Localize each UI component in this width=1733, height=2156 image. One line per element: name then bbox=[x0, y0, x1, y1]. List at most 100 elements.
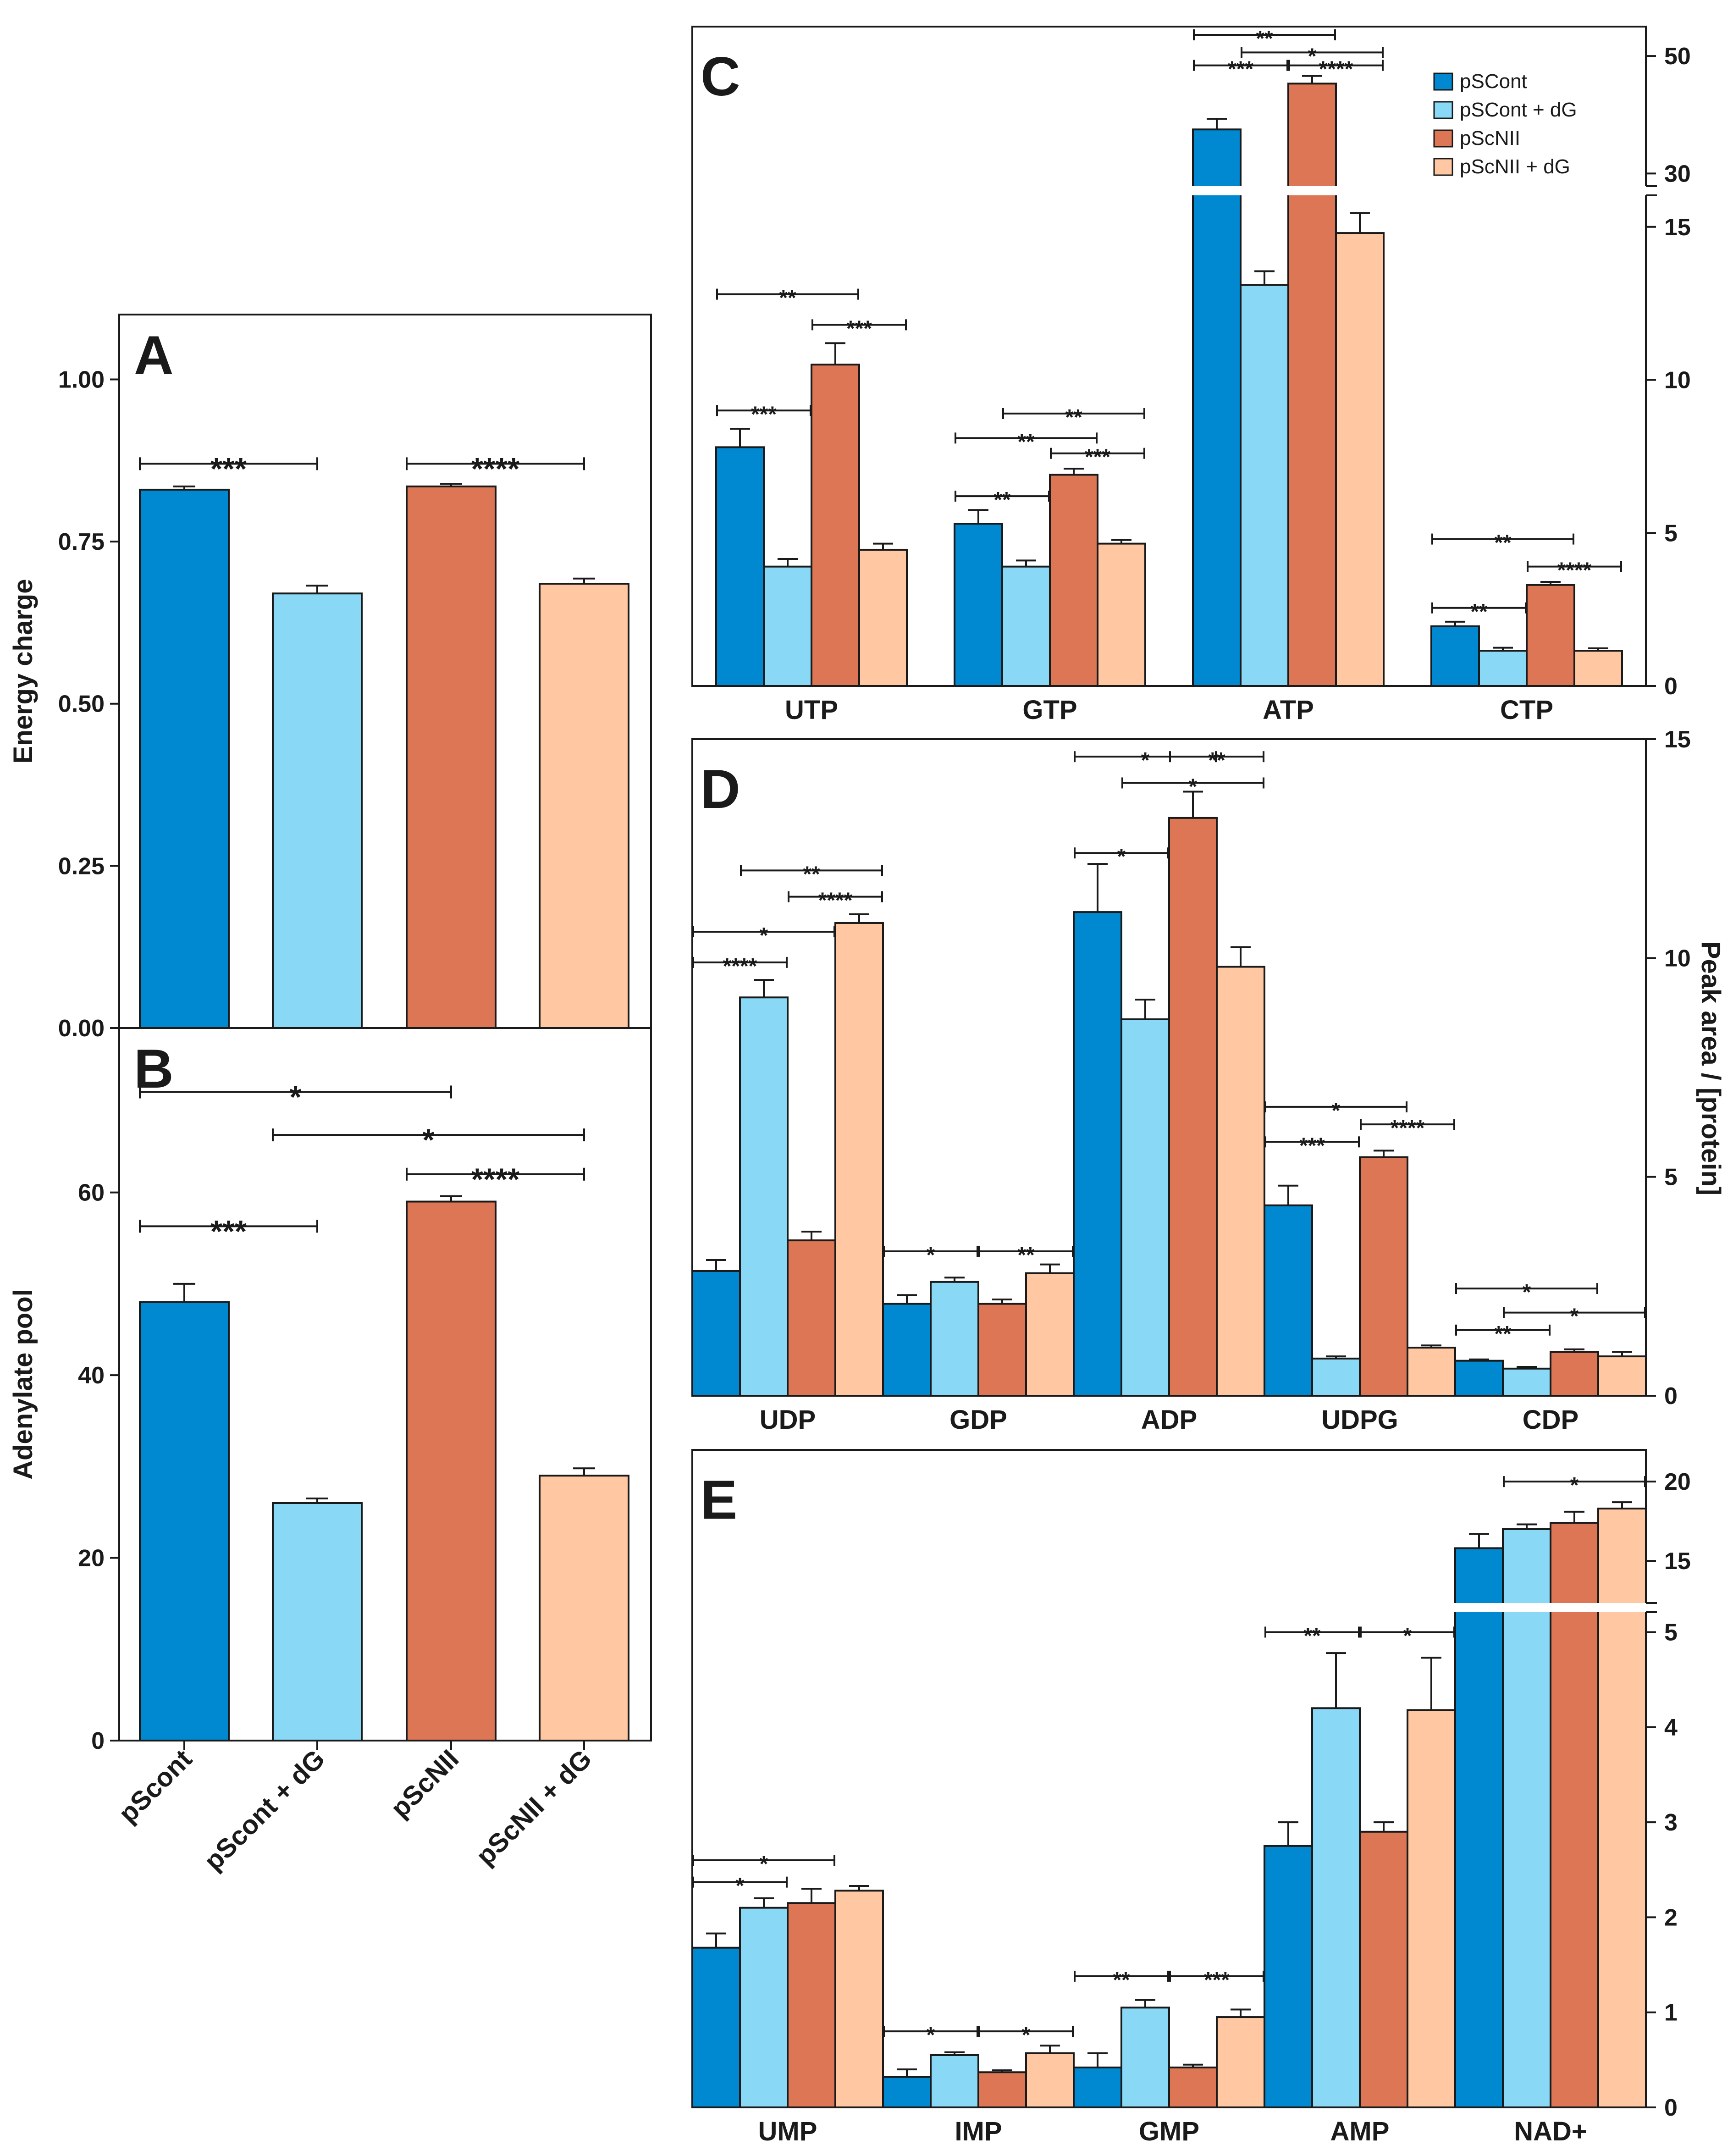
y-tick-label: 50 bbox=[1664, 43, 1691, 70]
bar bbox=[139, 1301, 230, 1742]
y-tick-label: 3 bbox=[1664, 1809, 1678, 1836]
y-tick-label: 20 bbox=[78, 1545, 105, 1572]
bar bbox=[1454, 1360, 1504, 1397]
significance-label: ** bbox=[803, 862, 820, 886]
bar bbox=[1550, 1351, 1599, 1397]
bar bbox=[406, 1200, 497, 1742]
bar bbox=[1502, 1367, 1551, 1397]
bar bbox=[954, 523, 1003, 687]
bar bbox=[1073, 911, 1122, 1397]
significance-label: ** bbox=[779, 286, 796, 310]
bar bbox=[1311, 1707, 1361, 2108]
x-category-label: GMP bbox=[1139, 2117, 1199, 2146]
y-tick-label: 0 bbox=[1664, 1383, 1678, 1410]
y-tick-label: 0.00 bbox=[58, 1015, 105, 1042]
bar bbox=[1430, 625, 1480, 687]
bar bbox=[1120, 1018, 1170, 1397]
significance-label: * bbox=[1117, 845, 1126, 869]
significance-label: **** bbox=[818, 889, 853, 913]
x-category-label: UDP bbox=[760, 1405, 816, 1435]
bar bbox=[691, 1946, 741, 2109]
legend-swatch bbox=[1433, 129, 1453, 148]
bar bbox=[1097, 542, 1146, 687]
x-category-label: pScont bbox=[113, 1744, 198, 1829]
significance-label: *** bbox=[1228, 57, 1253, 82]
x-category-label: UTP bbox=[785, 695, 838, 725]
x-category-label: ATP bbox=[1263, 695, 1314, 725]
x-category-label: CTP bbox=[1500, 695, 1553, 725]
significance-label: ** bbox=[1470, 600, 1488, 624]
bar bbox=[539, 1475, 629, 1741]
legend-swatch bbox=[1433, 158, 1453, 176]
legend-label: pSCont bbox=[1460, 70, 1527, 93]
y-tick-label: 15 bbox=[1664, 726, 1691, 753]
legend-swatch bbox=[1433, 101, 1453, 119]
axis-break bbox=[694, 1603, 1675, 1612]
significance-label: *** bbox=[846, 316, 872, 341]
significance-label: * bbox=[1570, 1473, 1579, 1498]
panel-letter: B bbox=[134, 1038, 174, 1100]
y-tick-label: 0 bbox=[1664, 673, 1678, 700]
significance-label: ** bbox=[1113, 1968, 1130, 1992]
bar bbox=[715, 446, 765, 687]
bar bbox=[139, 488, 230, 1029]
bar bbox=[1120, 2007, 1170, 2109]
legend-label: pSCont + dG bbox=[1460, 99, 1577, 121]
bar bbox=[1407, 1346, 1456, 1397]
x-category-label: AMP bbox=[1330, 2117, 1390, 2146]
bar bbox=[539, 583, 629, 1029]
bar bbox=[882, 2076, 932, 2109]
bar bbox=[406, 485, 497, 1029]
bar bbox=[977, 2071, 1027, 2109]
y-axis-label: Peak area / [protein] bbox=[1696, 941, 1726, 1195]
panel-letter: A bbox=[134, 325, 174, 386]
bar bbox=[763, 565, 812, 687]
bar bbox=[1025, 1272, 1075, 1397]
significance-label: * bbox=[927, 2023, 935, 2047]
bar bbox=[1168, 817, 1218, 1397]
bar bbox=[1597, 1507, 1647, 2108]
significance-label: *** bbox=[1204, 1968, 1230, 1992]
bar bbox=[1573, 650, 1623, 687]
bar bbox=[1264, 1204, 1313, 1397]
significance-label: *** bbox=[1299, 1133, 1325, 1158]
significance-label: * bbox=[1141, 748, 1150, 773]
significance-label: *** bbox=[210, 451, 247, 486]
y-tick-label: 30 bbox=[1664, 160, 1691, 187]
y-tick-label: 40 bbox=[78, 1362, 105, 1389]
significance-label: *** bbox=[751, 402, 777, 426]
significance-label: **** bbox=[471, 451, 520, 486]
significance-label: ** bbox=[1017, 1243, 1035, 1267]
significance-label: * bbox=[760, 923, 768, 948]
bar bbox=[1025, 2052, 1075, 2108]
bar bbox=[1407, 1709, 1456, 2108]
bar bbox=[1335, 232, 1385, 687]
y-tick-label: 5 bbox=[1664, 1164, 1678, 1191]
significance-label: **** bbox=[723, 954, 757, 978]
significance-label: * bbox=[1570, 1305, 1579, 1329]
bar bbox=[834, 1890, 884, 2108]
bar bbox=[1216, 2016, 1265, 2108]
y-tick-label: 5 bbox=[1664, 520, 1678, 547]
y-tick-label: 0 bbox=[91, 1728, 105, 1754]
bar bbox=[930, 2054, 979, 2109]
x-category-label: GTP bbox=[1022, 695, 1077, 725]
significance-label: * bbox=[1189, 774, 1198, 799]
bar bbox=[1264, 1845, 1313, 2108]
x-category-label: pScNII + dG bbox=[470, 1744, 597, 1871]
significance-label: ** bbox=[1256, 27, 1273, 51]
y-tick-label: 0.75 bbox=[58, 529, 105, 555]
significance-label: * bbox=[1308, 44, 1317, 68]
y-tick-label: 4 bbox=[1664, 1714, 1678, 1741]
bar bbox=[1216, 966, 1265, 1397]
y-tick-label: 15 bbox=[1664, 1548, 1691, 1575]
x-category-label: NAD+ bbox=[1514, 2117, 1587, 2146]
bar bbox=[691, 1270, 741, 1397]
significance-label: **** bbox=[471, 1162, 520, 1197]
x-category-label: IMP bbox=[955, 2117, 1002, 2146]
x-category-label: pScNII bbox=[385, 1744, 465, 1824]
bar bbox=[1001, 565, 1051, 687]
significance-label: **** bbox=[1391, 1116, 1425, 1140]
bar bbox=[977, 1303, 1027, 1397]
